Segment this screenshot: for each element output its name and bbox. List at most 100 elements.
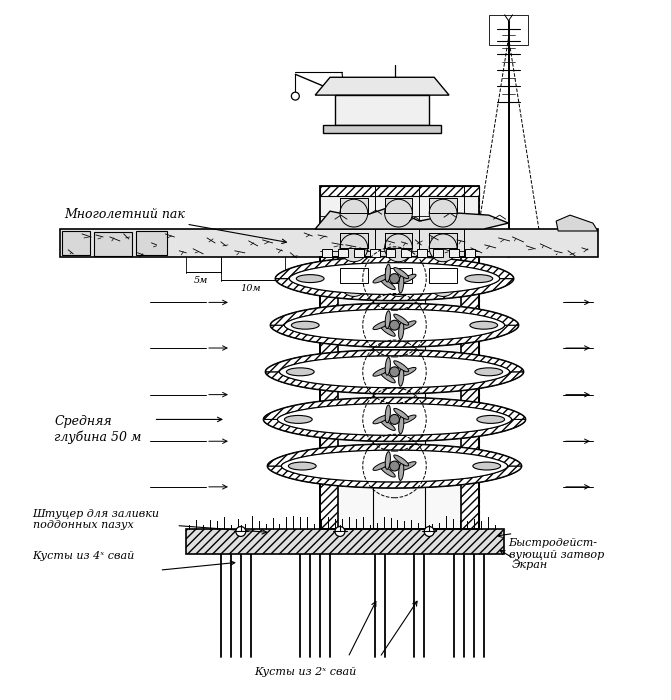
Bar (401, 248, 411, 257)
Polygon shape (266, 350, 523, 393)
Bar (429, 267, 457, 283)
Text: Экран: Экран (511, 560, 548, 570)
Bar (384, 198, 413, 213)
Ellipse shape (291, 321, 319, 329)
Ellipse shape (400, 321, 416, 330)
Bar (429, 233, 457, 248)
Circle shape (390, 320, 399, 330)
Ellipse shape (380, 466, 395, 477)
Polygon shape (268, 444, 521, 488)
Ellipse shape (373, 274, 389, 283)
Circle shape (429, 199, 457, 227)
Bar (340, 233, 368, 248)
Bar (340, 198, 368, 213)
Circle shape (390, 274, 399, 284)
Polygon shape (280, 356, 509, 388)
Ellipse shape (470, 321, 498, 329)
Ellipse shape (400, 368, 416, 376)
Ellipse shape (394, 360, 409, 372)
Bar (386, 248, 395, 257)
Circle shape (291, 92, 299, 100)
Polygon shape (268, 466, 521, 488)
Ellipse shape (373, 415, 389, 424)
Polygon shape (270, 303, 519, 326)
Bar (340, 233, 368, 248)
Bar (335, 95, 429, 125)
Polygon shape (276, 257, 513, 300)
Bar (320, 257, 338, 528)
Circle shape (340, 199, 368, 227)
Ellipse shape (287, 368, 314, 376)
Bar (320, 186, 479, 257)
Polygon shape (289, 262, 500, 295)
Text: Многолетний пак: Многолетний пак (64, 208, 185, 221)
Ellipse shape (380, 326, 395, 336)
Ellipse shape (477, 416, 505, 423)
Circle shape (340, 234, 368, 262)
Ellipse shape (385, 264, 391, 282)
Bar (340, 267, 368, 283)
Ellipse shape (399, 416, 404, 434)
Polygon shape (276, 257, 513, 279)
Ellipse shape (385, 358, 391, 375)
Bar (384, 233, 413, 248)
Circle shape (390, 414, 399, 424)
Polygon shape (281, 450, 507, 482)
Ellipse shape (465, 274, 493, 283)
Ellipse shape (385, 452, 391, 470)
Bar (338, 257, 461, 528)
Bar (429, 198, 457, 213)
Ellipse shape (475, 368, 503, 376)
Ellipse shape (399, 275, 404, 293)
Bar (323, 125, 441, 133)
Bar (384, 267, 413, 283)
Bar (62, 231, 90, 255)
Bar (384, 267, 413, 283)
Circle shape (384, 269, 413, 296)
Circle shape (236, 526, 246, 536)
Ellipse shape (297, 274, 324, 283)
Polygon shape (270, 303, 519, 347)
Polygon shape (278, 404, 511, 435)
Bar (187, 528, 504, 554)
Bar (384, 198, 413, 213)
Ellipse shape (380, 372, 395, 383)
Polygon shape (270, 326, 519, 347)
Ellipse shape (289, 462, 316, 470)
Polygon shape (266, 372, 523, 393)
Bar (384, 233, 413, 248)
Ellipse shape (394, 267, 409, 279)
Polygon shape (315, 207, 509, 229)
Bar (338, 248, 348, 257)
Text: Средняя
глубина 50 м: Средняя глубина 50 м (54, 415, 142, 444)
Ellipse shape (400, 274, 416, 283)
Circle shape (424, 526, 434, 536)
Bar (370, 248, 380, 257)
Polygon shape (285, 309, 505, 341)
Bar (322, 248, 332, 257)
Ellipse shape (473, 462, 501, 470)
Text: 10м: 10м (240, 284, 261, 293)
Ellipse shape (385, 405, 391, 423)
Circle shape (390, 461, 399, 471)
Bar (417, 248, 427, 257)
Bar (488, 15, 528, 45)
Circle shape (335, 526, 345, 536)
Bar (340, 198, 368, 213)
Polygon shape (276, 279, 513, 300)
Ellipse shape (394, 455, 409, 466)
Ellipse shape (380, 419, 395, 430)
Bar (320, 186, 479, 196)
Text: Кусты из 2ˣ свай: Кусты из 2ˣ свай (254, 667, 356, 678)
Ellipse shape (285, 416, 312, 423)
Circle shape (429, 269, 457, 296)
Text: Кусты из 4ˣ свай: Кусты из 4ˣ свай (32, 552, 135, 561)
Ellipse shape (380, 279, 395, 290)
Bar (465, 248, 475, 257)
Polygon shape (268, 444, 521, 466)
Bar (429, 198, 457, 213)
Bar (449, 248, 459, 257)
Text: Быстродейст-
вующий затвор: Быстродейст- вующий затвор (509, 538, 604, 560)
Bar (320, 257, 479, 528)
Bar (429, 267, 457, 283)
